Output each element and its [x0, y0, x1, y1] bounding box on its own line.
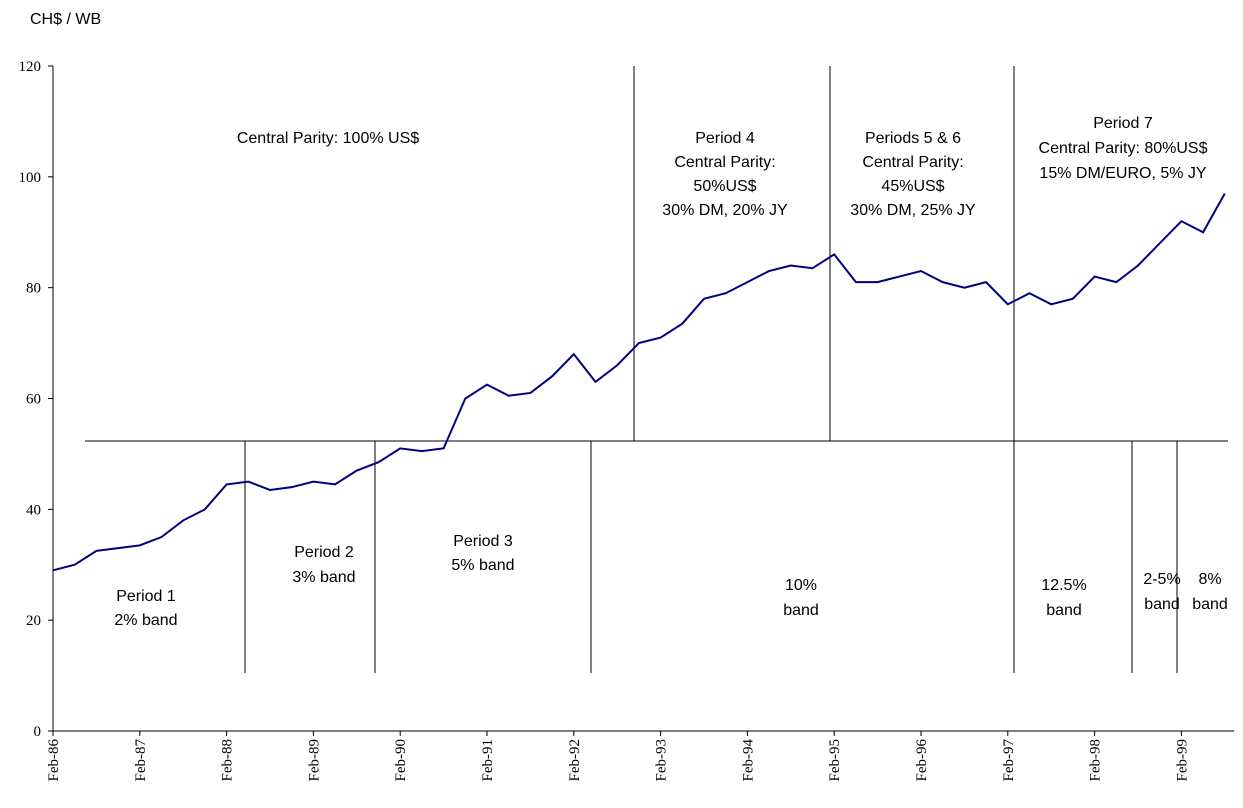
- y-tick-label: 120: [19, 59, 42, 75]
- annotation: Period 1: [116, 588, 176, 605]
- annotation: 45%US$: [881, 178, 944, 195]
- annotation: Period 3: [453, 533, 513, 550]
- x-tick-label: Feb-89: [306, 739, 322, 782]
- x-tick-label: Feb-96: [914, 739, 930, 782]
- annotation-lines: [85, 66, 1228, 673]
- annotation: 15% DM/EURO, 5% JY: [1039, 165, 1206, 182]
- annotation: band: [1046, 602, 1082, 619]
- annotation: 12.5%: [1041, 577, 1086, 594]
- x-tick-label: Feb-93: [654, 739, 670, 782]
- y-tick-label: 40: [26, 502, 41, 518]
- annotation: Period 2: [294, 544, 354, 561]
- annotation: Central Parity: 80%US$: [1039, 140, 1208, 157]
- x-tick-label: Feb-91: [480, 739, 496, 782]
- y-tick-label: 60: [26, 392, 41, 408]
- annotation: Central Parity:: [862, 154, 963, 171]
- annotation: Period 7: [1093, 115, 1153, 132]
- annotation: band: [783, 602, 819, 619]
- annotation: 2-5%: [1143, 571, 1180, 588]
- annotation: 50%US$: [693, 178, 756, 195]
- y-tick-label: 100: [19, 170, 42, 186]
- annotation: 30% DM, 25% JY: [850, 202, 976, 219]
- x-tick-label: Feb-87: [133, 739, 149, 782]
- annotation: 2% band: [114, 612, 177, 629]
- x-tick-label: Feb-90: [393, 739, 409, 782]
- y-tick-label: 0: [34, 724, 42, 740]
- annotation: 30% DM, 20% JY: [662, 202, 788, 219]
- x-tick-label: Feb-99: [1174, 739, 1190, 782]
- annotation: band: [1192, 596, 1228, 613]
- annotation: 8%: [1198, 571, 1221, 588]
- annotation: 3% band: [292, 569, 355, 586]
- annotation: Central Parity: 100% US$: [237, 130, 419, 147]
- x-tick-label: Feb-88: [220, 739, 236, 782]
- x-tick-label: Feb-94: [740, 739, 756, 782]
- y-tick-label: 20: [26, 613, 41, 629]
- y-axis-label: CH$ / WB: [30, 11, 101, 28]
- y-tick-label: 80: [26, 281, 41, 297]
- x-tick-label: Feb-95: [827, 739, 843, 782]
- annotation: 10%: [785, 577, 817, 594]
- x-tick-label: Feb-98: [1088, 739, 1104, 782]
- annotation: Periods 5 & 6: [865, 130, 961, 147]
- annotation: Period 4: [695, 130, 755, 147]
- x-tick-label: Feb-86: [46, 739, 62, 782]
- annotation: 5% band: [451, 557, 514, 574]
- x-tick-label: Feb-92: [567, 739, 583, 782]
- annotation: Central Parity:: [674, 154, 775, 171]
- annotation: band: [1144, 596, 1180, 613]
- data-line: [52, 192, 1226, 572]
- x-tick-label: Feb-97: [1001, 739, 1017, 782]
